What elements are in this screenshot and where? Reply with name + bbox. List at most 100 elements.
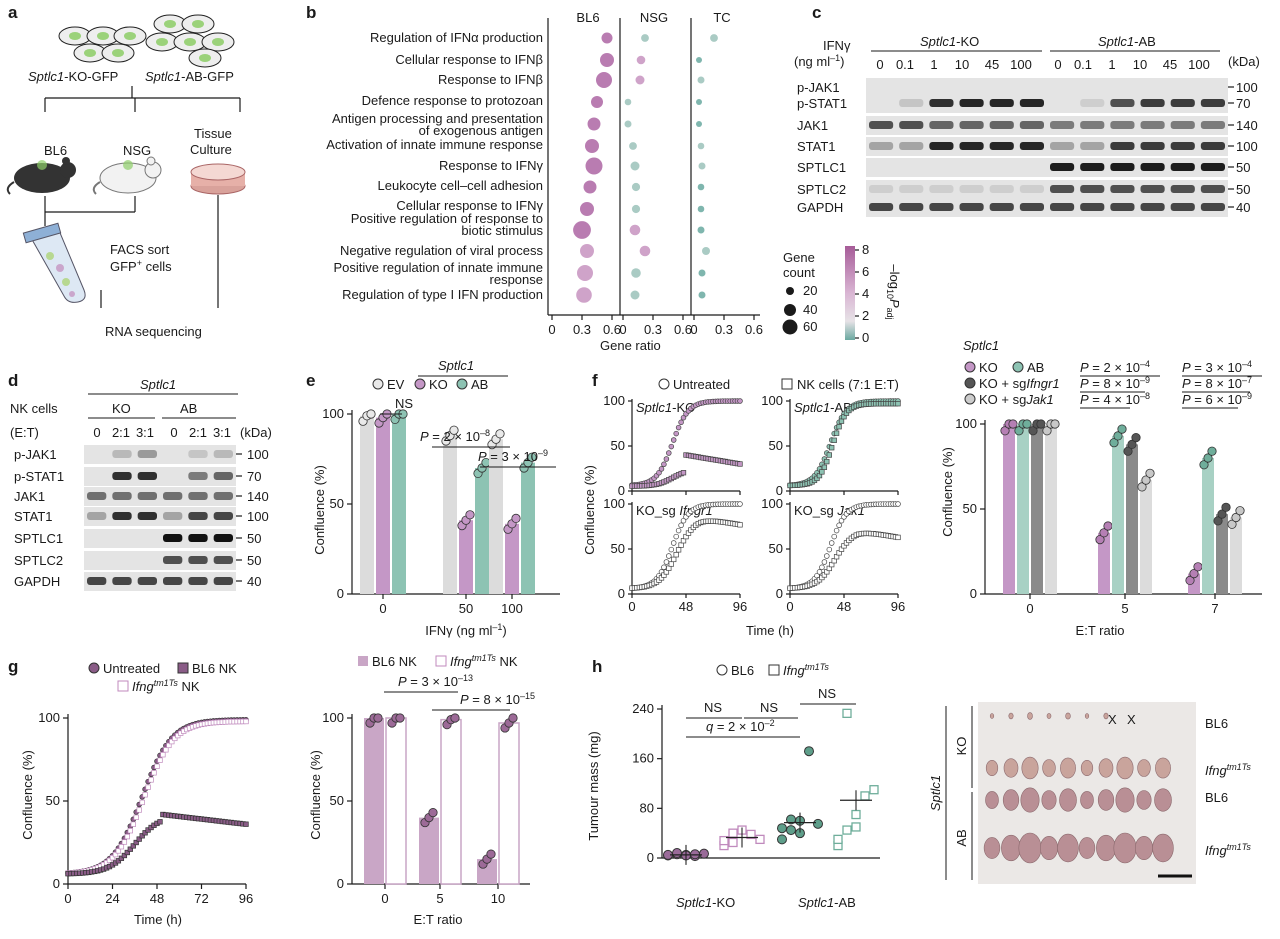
b-dot-nsg — [629, 224, 641, 236]
tumour-specimen — [983, 837, 1001, 859]
tumour-specimen — [1040, 835, 1059, 860]
legend-swatch — [964, 377, 976, 389]
data-point — [495, 429, 505, 439]
blot-band — [188, 512, 208, 520]
gr-p2: P = 8 × 10–15 — [460, 691, 535, 707]
pathway-term: Antigen processing and presentation — [332, 111, 543, 126]
b-dot-tc — [702, 247, 710, 255]
blot-row-label: p-STAT1 — [14, 469, 64, 484]
blot-band — [1050, 163, 1075, 171]
x-tick-label: 0 — [64, 891, 71, 906]
blot-band — [213, 556, 233, 564]
colorbar-label: –log10Padj — [885, 264, 902, 319]
blot-band — [899, 121, 924, 129]
untreated-point — [663, 559, 670, 565]
data-point — [465, 510, 475, 520]
blot-row-label: SPTLC2 — [797, 182, 846, 197]
bar — [521, 462, 535, 594]
blot-band — [1080, 142, 1105, 150]
h-cat-ab: Sptlc1-AB — [798, 895, 856, 910]
pathway-term: biotic stimulus — [461, 223, 543, 238]
bar — [360, 415, 374, 594]
blot-band — [929, 203, 954, 211]
b-x-tick-label: 0.6 — [674, 322, 692, 337]
legend-swatch — [1012, 361, 1024, 373]
dose-label: 45 — [1163, 57, 1177, 72]
bar — [376, 417, 390, 594]
untreated-point — [668, 443, 675, 450]
facs-label-1: FACS sort — [110, 242, 170, 257]
nk-point — [673, 552, 679, 558]
legend-swatch — [964, 361, 976, 373]
blot-band — [213, 472, 233, 480]
blot-band — [1050, 121, 1075, 129]
untreated-point — [666, 450, 672, 456]
g-legend-untreated: Untreated — [103, 661, 160, 676]
blot-band — [137, 450, 157, 458]
group-tc: TC — [713, 10, 730, 25]
f-xlabel: Time (h) — [746, 623, 794, 638]
colorbar-tick-label: 2 — [862, 308, 869, 323]
b-dot-tc — [696, 121, 702, 127]
untreated-point — [661, 461, 667, 468]
blot-band — [188, 450, 208, 458]
tumour-specimen — [1059, 788, 1077, 812]
blot-row-bg — [84, 529, 236, 548]
pathway-term: Positive regulation of response to — [351, 211, 543, 226]
tumour-specimen — [1001, 834, 1021, 862]
legend-label: KO — [979, 360, 998, 375]
tumour-point — [804, 746, 814, 757]
h-ns-1: NS — [704, 700, 722, 715]
bl6-nk-point — [157, 819, 163, 825]
b-dot-tc — [698, 162, 706, 170]
x-tick-label: 50 — [459, 601, 473, 616]
blot-band — [929, 185, 954, 193]
dose-label: 1 — [930, 57, 937, 72]
tumour-specimen — [1136, 790, 1152, 810]
blot-band — [929, 99, 954, 107]
ratio-label: 0 — [170, 425, 177, 440]
bar — [1031, 424, 1043, 594]
tumour-specimen — [1103, 712, 1109, 720]
data-point — [1117, 424, 1127, 434]
nk-point — [824, 458, 830, 465]
mouse-black-icon — [6, 157, 76, 195]
blot-row-label: SPTLC2 — [14, 553, 63, 568]
blot-row-label: GAPDH — [14, 574, 60, 589]
tumour-point — [777, 823, 787, 834]
x-tick-label: 96 — [733, 599, 747, 614]
tumour-specimen — [1042, 759, 1056, 777]
bl6-nk-point — [133, 839, 139, 846]
y-tick-label: 50 — [330, 496, 344, 511]
tumour-specimen — [1097, 789, 1115, 811]
data-point — [395, 713, 405, 723]
blot-band — [1200, 163, 1225, 171]
bar — [419, 817, 439, 884]
blot-marker-label: 100 — [1236, 80, 1258, 95]
bar — [1140, 480, 1152, 594]
blot-band — [163, 492, 183, 500]
p-value-label: P = 4 × 10–8 — [1080, 391, 1150, 407]
ifng-nk-point — [243, 718, 249, 725]
blot-row-bg — [866, 116, 1228, 135]
f-ylabel: Confluence (%) — [582, 465, 597, 555]
panel-a-label: a — [8, 3, 18, 22]
blot-row-label: SPTLC1 — [14, 531, 63, 546]
data-point — [1095, 534, 1105, 545]
legend-swatch — [456, 378, 468, 390]
ratio-label: 0 — [93, 425, 100, 440]
b-dot-nsg — [631, 268, 641, 278]
untreated-point — [819, 564, 825, 571]
panel-d-label: d — [8, 371, 18, 390]
ifng-nk-point — [163, 747, 169, 753]
blot-band — [989, 203, 1014, 211]
b-dot-bl6 — [600, 53, 614, 67]
blot-row-bg — [866, 198, 1228, 217]
data-point — [1137, 482, 1147, 492]
bl6-nk-point — [121, 852, 128, 859]
untreated-point — [663, 456, 670, 462]
ifng-nk-point — [160, 752, 166, 758]
pathway-term: Cellular response to IFNβ — [395, 52, 543, 67]
blot-band — [87, 512, 107, 520]
ifng-nk-point — [166, 742, 172, 749]
